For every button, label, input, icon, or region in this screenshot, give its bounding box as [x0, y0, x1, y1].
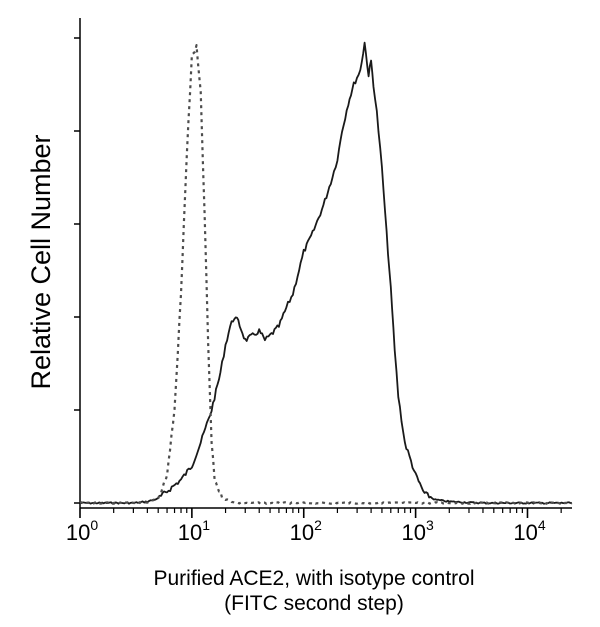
x-axis-label-line2: (FITC second step)	[224, 592, 404, 615]
series-layer	[79, 41, 573, 505]
x-axis-ticks	[79, 508, 562, 518]
x-tick-label-4: 104	[513, 517, 545, 545]
x-axis-tick-labels: 100 101 102 103 104	[66, 517, 546, 545]
series-line-1	[79, 44, 573, 505]
x-tick-label-3: 103	[401, 517, 433, 545]
x-tick-label-1: 101	[178, 517, 210, 545]
y-axis-label: Relative Cell Number	[26, 134, 56, 389]
x-tick-label-0: 100	[66, 517, 98, 545]
x-tick-label-2: 102	[290, 517, 322, 545]
series-line-0	[79, 41, 572, 505]
plot-frame	[79, 18, 572, 509]
y-axis-ticks	[74, 37, 80, 504]
x-axis-label: Purified ACE2, with isotype control	[154, 567, 475, 590]
